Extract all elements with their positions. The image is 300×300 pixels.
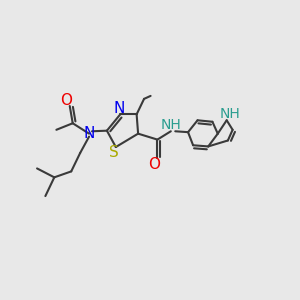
Text: N: N (83, 126, 95, 141)
Text: O: O (148, 157, 160, 172)
Text: N: N (113, 101, 124, 116)
Text: NH: NH (220, 107, 241, 121)
Text: O: O (60, 93, 72, 108)
Text: NH: NH (161, 118, 182, 132)
Text: S: S (110, 146, 119, 160)
